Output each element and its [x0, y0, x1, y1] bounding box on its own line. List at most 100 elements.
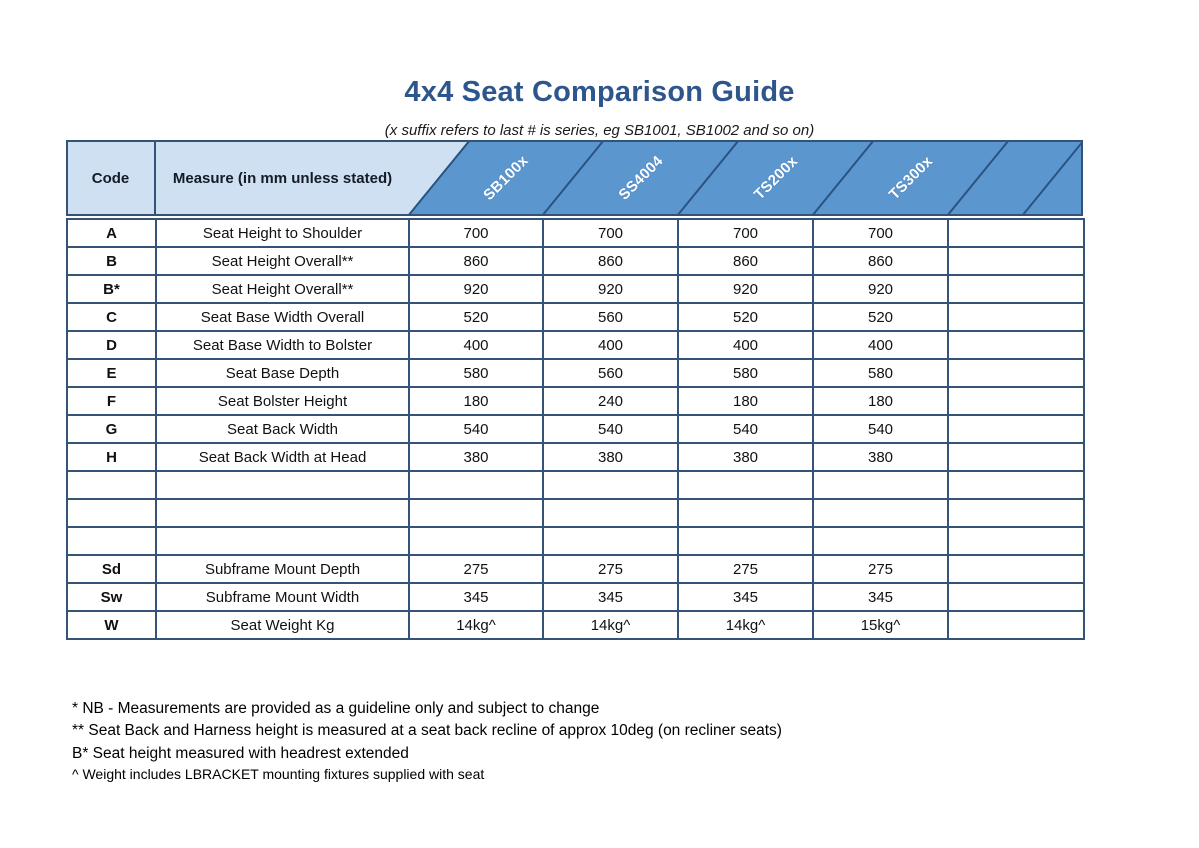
value-cell: 275 — [408, 554, 544, 584]
empty-cell — [947, 330, 1085, 360]
empty-cell — [947, 274, 1085, 304]
header-code: Code — [91, 169, 130, 187]
table-row: B Seat Height Overall** 860 860 860 860 — [66, 246, 1085, 276]
value-cell: 275 — [677, 554, 814, 584]
table-row — [66, 498, 1085, 528]
value-cell: 700 — [677, 218, 814, 248]
footnote-line: ** Seat Back and Harness height is measu… — [72, 722, 782, 740]
table-row: A Seat Height to Shoulder 700 700 700 700 — [66, 218, 1085, 248]
table-header-band: Code Measure (in mm unless stated) SB100… — [66, 140, 1083, 216]
code-cell: D — [66, 330, 157, 360]
value-cell — [542, 498, 679, 528]
value-cell: 14kg^ — [542, 610, 679, 640]
value-cell: 920 — [677, 274, 814, 304]
empty-cell — [947, 526, 1085, 556]
measure-cell: Seat Weight Kg — [155, 610, 410, 640]
code-cell: Sw — [66, 582, 157, 612]
empty-cell — [947, 554, 1085, 584]
value-cell: 700 — [812, 218, 949, 248]
measure-cell: Seat Base Width to Bolster — [155, 330, 410, 360]
code-cell: F — [66, 386, 157, 416]
value-cell: 380 — [812, 442, 949, 472]
footnotes: * NB - Measurements are provided as a gu… — [72, 700, 972, 788]
table-row: Sd Subframe Mount Depth 275 275 275 275 — [66, 554, 1085, 584]
value-cell: 380 — [408, 442, 544, 472]
value-cell: 400 — [677, 330, 814, 360]
table-row: H Seat Back Width at Head 380 380 380 380 — [66, 442, 1085, 472]
value-cell — [408, 526, 544, 556]
empty-cell — [947, 442, 1085, 472]
measure-cell: Seat Height Overall** — [155, 274, 410, 304]
code-cell: H — [66, 442, 157, 472]
value-cell — [542, 526, 679, 556]
table-row: W Seat Weight Kg 14kg^ 14kg^ 14kg^ 15kg^ — [66, 610, 1085, 640]
value-cell: 580 — [408, 358, 544, 388]
value-cell — [408, 498, 544, 528]
comparison-table-body: A Seat Height to Shoulder 700 700 700 700 B Sea… — [66, 218, 1085, 640]
empty-cell — [947, 498, 1085, 528]
value-cell — [542, 470, 679, 500]
value-cell: 860 — [812, 246, 949, 276]
value-cell: 560 — [542, 302, 679, 332]
value-cell: 400 — [542, 330, 679, 360]
value-cell: 520 — [408, 302, 544, 332]
page-subtitle: (x suffix refers to last # is series, eg… — [384, 122, 815, 139]
code-cell — [66, 526, 157, 556]
footnote-line: * NB - Measurements are provided as a gu… — [72, 700, 600, 717]
empty-cell — [947, 470, 1085, 500]
measure-cell: Seat Back Width — [155, 414, 410, 444]
value-cell: 345 — [812, 582, 949, 612]
empty-cell — [947, 358, 1085, 388]
value-cell: 540 — [408, 414, 544, 444]
value-cell: 400 — [408, 330, 544, 360]
comparison-grid: A Seat Height to Shoulder 700 700 700 700 B Sea… — [66, 218, 1085, 640]
measure-cell: Seat Height Overall** — [155, 246, 410, 276]
value-cell: 180 — [677, 386, 814, 416]
empty-cell — [947, 582, 1085, 612]
measure-cell: Seat Base Width Overall — [155, 302, 410, 332]
value-cell: 380 — [677, 442, 814, 472]
table-row: E Seat Base Depth 580 560 580 580 — [66, 358, 1085, 388]
value-cell: 180 — [408, 386, 544, 416]
code-cell — [66, 498, 157, 528]
empty-cell — [947, 218, 1085, 248]
code-cell — [66, 470, 157, 500]
table-row: G Seat Back Width 540 540 540 540 — [66, 414, 1085, 444]
measure-cell: Seat Back Width at Head — [155, 442, 410, 472]
value-cell: 860 — [677, 246, 814, 276]
value-cell: 345 — [542, 582, 679, 612]
measure-cell: Subframe Mount Width — [155, 582, 410, 612]
measure-cell: Seat Height to Shoulder — [155, 218, 410, 248]
value-cell: 180 — [812, 386, 949, 416]
value-cell: 540 — [542, 414, 679, 444]
table-row — [66, 470, 1085, 500]
code-cell: G — [66, 414, 157, 444]
value-cell: 700 — [542, 218, 679, 248]
value-cell — [677, 498, 814, 528]
value-cell — [677, 526, 814, 556]
value-cell: 920 — [408, 274, 544, 304]
value-cell: 345 — [677, 582, 814, 612]
code-cell: E — [66, 358, 157, 388]
value-cell: 920 — [812, 274, 949, 304]
code-cell: B* — [66, 274, 157, 304]
value-cell: 14kg^ — [677, 610, 814, 640]
header-measure: Measure (in mm unless stated) — [172, 169, 393, 187]
value-cell — [677, 470, 814, 500]
empty-cell — [947, 414, 1085, 444]
measure-cell — [155, 526, 410, 556]
value-cell: 14kg^ — [408, 610, 544, 640]
value-cell: 275 — [542, 554, 679, 584]
value-cell: 380 — [542, 442, 679, 472]
empty-cell — [947, 610, 1085, 640]
table-row: C Seat Base Width Overall 520 560 520 520 — [66, 302, 1085, 332]
value-cell: 580 — [812, 358, 949, 388]
table-row: D Seat Base Width to Bolster 400 400 400 400 — [66, 330, 1085, 360]
value-cell: 540 — [677, 414, 814, 444]
value-cell — [812, 470, 949, 500]
value-cell: 520 — [812, 302, 949, 332]
comparison-table: Code Measure (in mm unless stated) SB100… — [66, 140, 1085, 640]
code-cell: A — [66, 218, 157, 248]
code-cell: B — [66, 246, 157, 276]
